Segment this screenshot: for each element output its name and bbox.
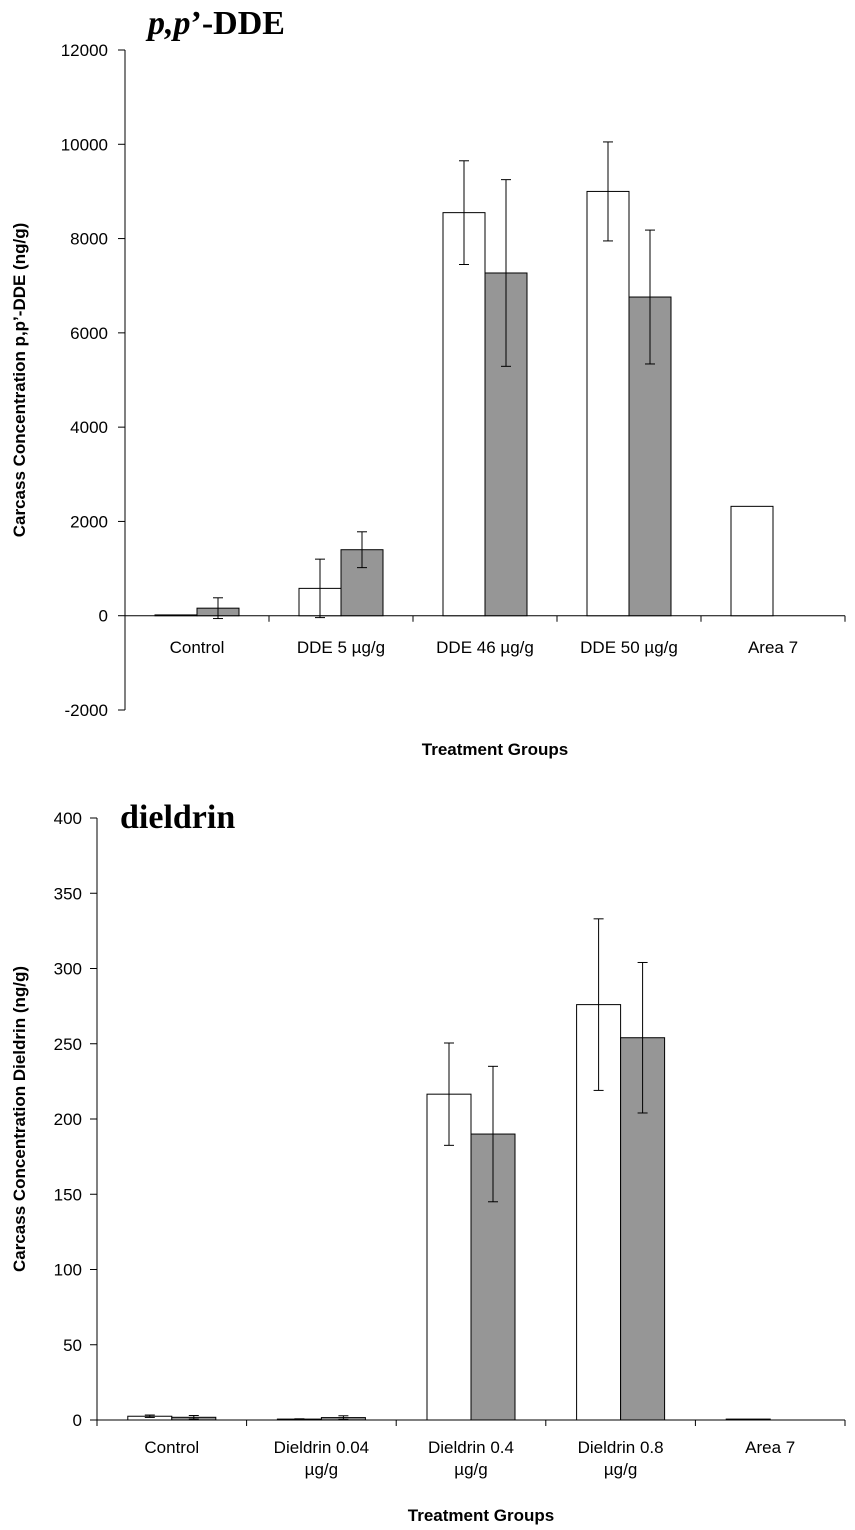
x-tick-label: DDE 5 µg/g [297, 638, 385, 657]
y-tick-label: 250 [54, 1035, 82, 1054]
bar [725, 1418, 771, 1421]
y-tick-label: 12000 [61, 41, 108, 60]
y-tick-label: 400 [54, 809, 82, 828]
y-tick-label: 2000 [70, 512, 108, 531]
x-tick-label: Area 7 [748, 638, 798, 657]
chart-title: p,p’-DDE [145, 5, 285, 42]
x-axis-title: Treatment Groups [422, 740, 568, 759]
x-tick-label: Dieldrin 0.04 µg/g [274, 1438, 369, 1479]
x-tick-label: Control [144, 1438, 199, 1457]
bar [154, 614, 198, 617]
y-tick-label: 350 [54, 884, 82, 903]
y-tick-label: 8000 [70, 230, 108, 249]
y-tick-label: 200 [54, 1110, 82, 1129]
bar [586, 190, 630, 617]
y-tick-label: 10000 [61, 135, 108, 154]
x-tick-label: Control [170, 638, 225, 657]
y-tick-label: 300 [54, 960, 82, 979]
x-tick-label: DDE 46 µg/g [436, 638, 534, 657]
x-tick-label: Dieldrin 0.8 µg/g [578, 1438, 664, 1479]
y-tick-label: 0 [73, 1411, 82, 1430]
y-axis-title: Carcass Concentration Dieldrin (ng/g) [10, 966, 29, 1272]
y-tick-label: 100 [54, 1261, 82, 1280]
y-tick-label: 150 [54, 1185, 82, 1204]
y-tick-label: -2000 [65, 701, 108, 720]
bar [442, 212, 486, 617]
x-tick-label: Area 7 [745, 1438, 795, 1457]
chart-title: dieldrin [120, 799, 235, 836]
y-tick-label: 4000 [70, 418, 108, 437]
x-tick-label: DDE 50 µg/g [580, 638, 678, 657]
y-tick-label: 50 [63, 1336, 82, 1355]
chart-2: dieldrin 0 50 100 150 200 250 300 350 400 Control D… [10, 799, 846, 1525]
y-axis-title: Carcass Concentration p,p’-DDE (ng/g) [10, 223, 29, 538]
x-axis-title: Treatment Groups [408, 1506, 554, 1525]
bar [730, 505, 774, 617]
bar [426, 1093, 472, 1421]
y-tick-label: 6000 [70, 324, 108, 343]
y-tick-label: 0 [99, 607, 108, 626]
x-tick-label: Dieldrin 0.4 µg/g [428, 1438, 514, 1479]
chart-1: p,p’-DDE -2000 0 2000 4000 6000 8000 10000 12000… [10, 5, 846, 759]
